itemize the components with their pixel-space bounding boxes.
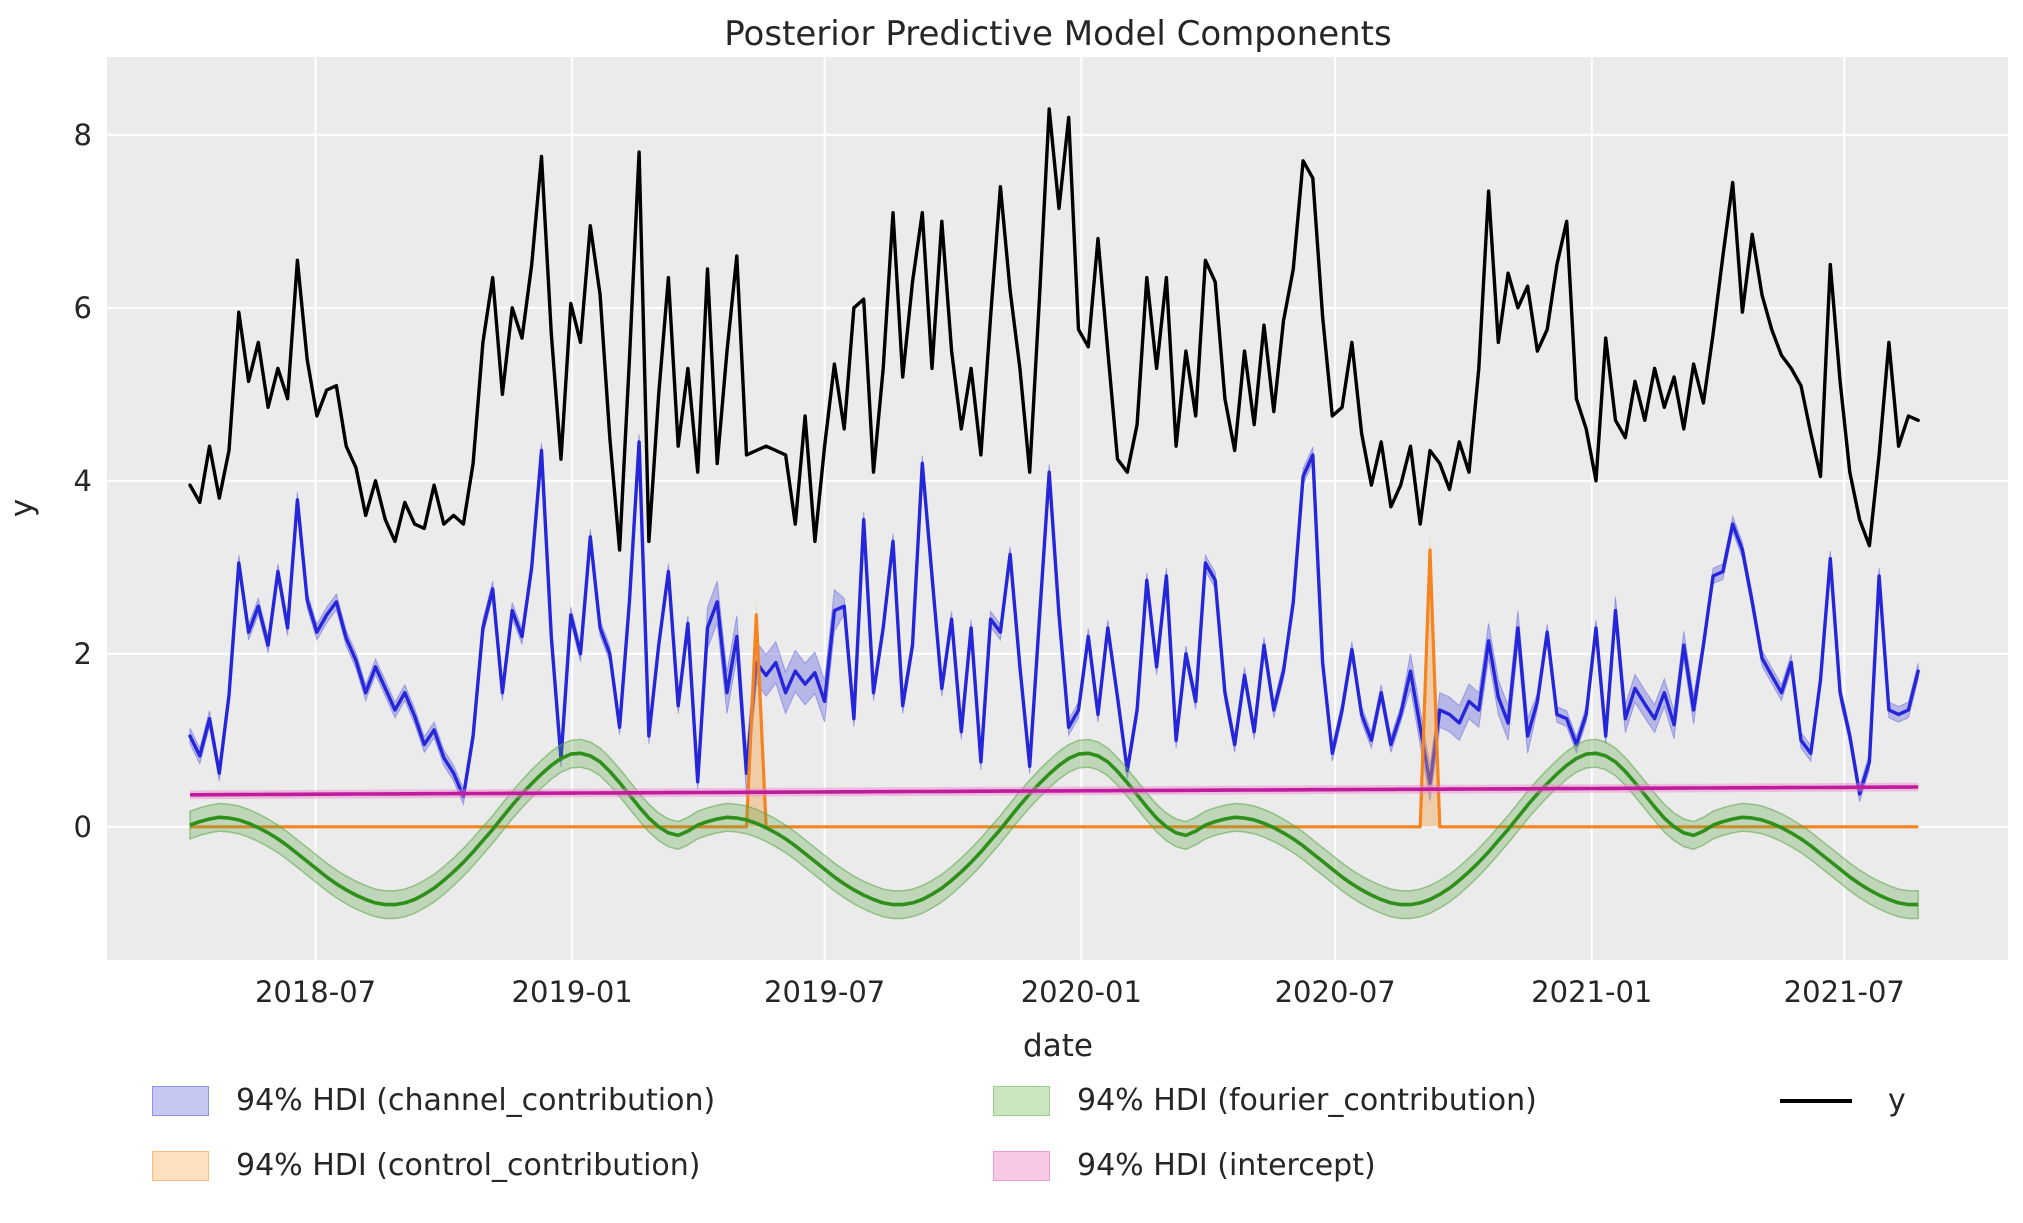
legend-item-y: y: [1780, 1083, 1906, 1118]
channel-mean-line: [188, 440, 1920, 799]
legend-label-intercept: 94% HDI (intercept): [1077, 1148, 1376, 1183]
y-tick-label: 0: [74, 810, 92, 844]
legend-item-intercept: 94% HDI (intercept): [993, 1148, 1376, 1183]
control-hdi-band: [746, 600, 767, 827]
legend-label-channel: 94% HDI (channel_contribution): [236, 1083, 716, 1118]
y-tick-label: 4: [74, 464, 92, 498]
legend-item-fourier: 94% HDI (fourier_contribution): [993, 1083, 1537, 1118]
legend-item-channel: 94% HDI (channel_contribution): [152, 1083, 715, 1118]
x-tick-label: 2019-07: [764, 975, 885, 1009]
x-tick-label: 2021-07: [1784, 975, 1905, 1009]
legend-label-y: y: [1888, 1083, 1906, 1118]
x-axis-label: date: [1023, 1028, 1093, 1064]
control-mean-line: [190, 548, 1919, 829]
fourier-mean-line: [189, 751, 1919, 907]
legend-patch-control-hdi: [152, 1150, 209, 1181]
legend-label-fourier: 94% HDI (fourier_contribution): [1077, 1083, 1537, 1118]
y-tick-label: 6: [74, 291, 92, 325]
y-observed-line: [188, 107, 1920, 552]
y-tick-label: 8: [74, 118, 92, 152]
control-hdi-band: [1420, 532, 1440, 827]
x-tick-label: 2019-01: [512, 975, 633, 1009]
x-tick-label: 2020-01: [1021, 975, 1142, 1009]
legend-item-control: 94% HDI (control_contribution): [152, 1148, 700, 1183]
x-tick-label: 2020-07: [1275, 975, 1396, 1009]
legend-line-swatch-y: [1780, 1098, 1852, 1103]
chart-title: Posterior Predictive Model Components: [724, 14, 1392, 54]
y-tick-label: 2: [74, 637, 92, 671]
legend-patch-fourier-hdi: [993, 1085, 1050, 1116]
x-tick-label: 2021-01: [1531, 975, 1652, 1009]
x-tick-label: 2018-07: [255, 975, 376, 1009]
y-axis-label: y: [4, 498, 40, 518]
legend-patch-intercept-hdi: [993, 1150, 1050, 1181]
legend-patch-channel-hdi: [152, 1085, 209, 1116]
intercept-mean-line: [190, 785, 1919, 797]
legend-label-control: 94% HDI (control_contribution): [236, 1148, 701, 1183]
